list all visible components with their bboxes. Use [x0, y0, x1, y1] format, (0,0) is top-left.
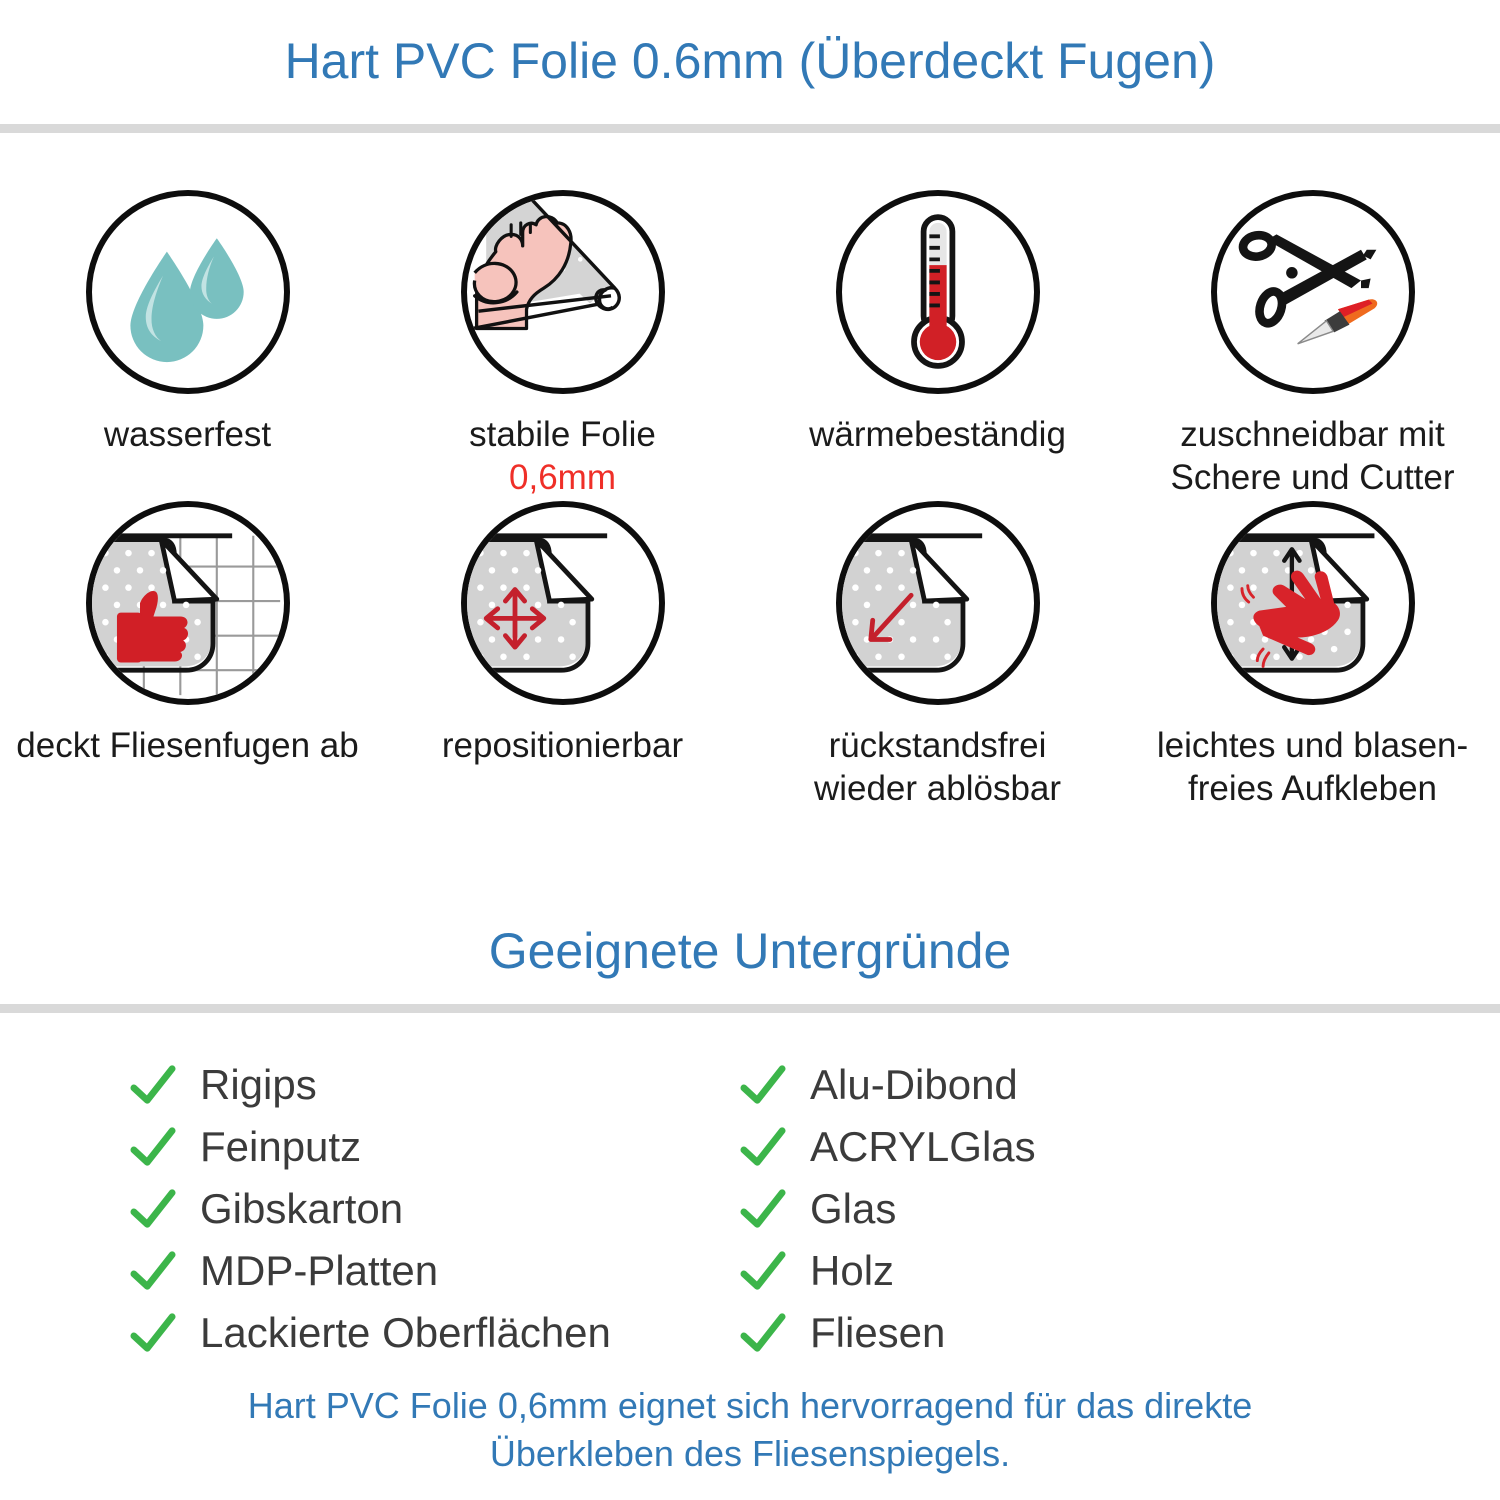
check-icon: [130, 1127, 176, 1166]
list-item: Feinputz: [130, 1116, 730, 1178]
list-item: Holz: [740, 1240, 1340, 1302]
feature-label: zuschneidbar mit Schere und Cutter: [1170, 413, 1454, 499]
substrate-label: Feinputz: [200, 1123, 362, 1170]
page-title: Hart PVC Folie 0.6mm (Überdeckt Fugen): [284, 33, 1216, 89]
substrate-label: MDP-Platten: [200, 1247, 439, 1294]
thumbs-up-tiles-icon: [85, 501, 290, 705]
feature-sublabel-thickness: 0,6mm: [509, 458, 616, 497]
feature-blasenfreies-aufkleben: leichtes und blasen- freies Aufkleben: [1125, 501, 1500, 810]
substrate-label: Fliesen: [810, 1309, 946, 1356]
list-item: MDP-Platten: [130, 1240, 730, 1302]
check-icon: [740, 1189, 786, 1228]
feature-label-line2: wieder ablösbar: [813, 769, 1062, 808]
footer-line-1: Hart PVC Folie 0,6mm eignet sich hervorr…: [247, 1385, 1253, 1426]
substrate-label: ACRYLGlas: [810, 1123, 1036, 1170]
feature-label: leichtes und blasen- freies Aufkleben: [1157, 724, 1468, 810]
substrate-label: Glas: [810, 1185, 897, 1232]
feature-label-line2: freies Aufkleben: [1187, 769, 1438, 808]
feature-label: repositionierbar: [441, 726, 684, 765]
divider-top: [0, 124, 1500, 133]
feature-wasserfest: wasserfest: [0, 190, 375, 455]
feature-label-line1: leichtes und blasen-: [1156, 726, 1469, 765]
feature-label: deckt Fliesenfugen ab: [16, 726, 359, 765]
check-icon: [740, 1065, 786, 1104]
feature-label-line1: rückstandsfrei: [828, 726, 1047, 765]
feature-waermebestaendig: wärmebeständig: [750, 190, 1125, 455]
feature-label: rückstandsfrei wieder ablösbar: [814, 724, 1061, 810]
check-icon: [740, 1251, 786, 1290]
substrate-label: Rigips: [200, 1061, 317, 1108]
feature-rueckstandsfrei: rückstandsfrei wieder ablösbar: [750, 501, 1125, 810]
feature-label: stabile Folie: [469, 415, 656, 454]
check-icon: [740, 1313, 786, 1352]
scissors-cutter-icon: [1210, 190, 1415, 394]
list-item: Lackierte Oberflächen: [130, 1302, 730, 1364]
check-icon: [740, 1127, 786, 1166]
substrate-label: Lackierte Oberflächen: [200, 1309, 611, 1356]
check-icon: [130, 1313, 176, 1352]
check-icon: [130, 1189, 176, 1228]
list-item: Glas: [740, 1178, 1340, 1240]
substrate-column-right: Alu-Dibond ACRYLGlas Glas Holz Fliesen: [740, 1054, 1340, 1364]
substrate-label: Alu-Dibond: [810, 1061, 1018, 1108]
feature-grid: wasserfest: [0, 190, 1500, 810]
footer-line-2: Überkleben des Fliesenspiegels.: [489, 1433, 1011, 1474]
list-item: Fliesen: [740, 1302, 1340, 1364]
check-icon: [130, 1251, 176, 1290]
divider-middle: [0, 1004, 1500, 1013]
substrate-list: Rigips Feinputz Gibskarton MDP-Platten L…: [0, 1054, 1500, 1364]
feature-label: wasserfest: [103, 415, 272, 454]
check-icon: [130, 1065, 176, 1104]
list-item: Gibskarton: [130, 1178, 730, 1240]
feature-label: wärmebeständig: [809, 415, 1066, 454]
feature-deckt-fliesenfugen: deckt Fliesenfugen ab: [0, 501, 375, 810]
feature-label-line1: zuschneidbar mit: [1180, 415, 1445, 454]
list-item: Alu-Dibond: [740, 1054, 1340, 1116]
feature-label-line2: Schere und Cutter: [1170, 458, 1455, 497]
thermometer-icon: [835, 190, 1040, 394]
list-item: Rigips: [130, 1054, 730, 1116]
substrate-label: Gibskarton: [200, 1185, 404, 1232]
footer-note: Hart PVC Folie 0,6mm eignet sich hervorr…: [0, 1382, 1500, 1478]
list-item: ACRYLGlas: [740, 1116, 1340, 1178]
feature-zuschneidbar: zuschneidbar mit Schere und Cutter: [1125, 190, 1500, 497]
smoothing-hand-icon: [1210, 501, 1415, 705]
peel-arrow-film-icon: [835, 501, 1040, 705]
move-arrows-film-icon: [460, 501, 665, 705]
section-title-untergruende: Geeignete Untergründe: [488, 923, 1012, 979]
feature-stabile-folie: stabile Folie 0,6mm: [375, 190, 750, 497]
flexed-arm-film-roll-icon: [460, 190, 665, 394]
feature-repositionierbar: repositionierbar: [375, 501, 750, 810]
water-drops-icon: [85, 190, 290, 394]
substrate-label: Holz: [810, 1247, 895, 1294]
substrate-column-left: Rigips Feinputz Gibskarton MDP-Platten L…: [130, 1054, 730, 1364]
